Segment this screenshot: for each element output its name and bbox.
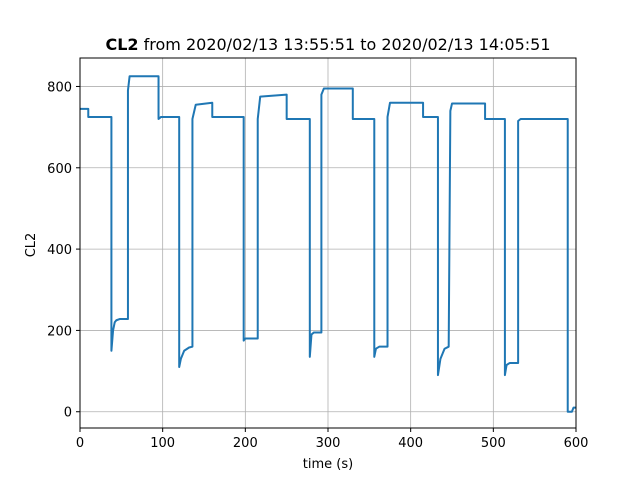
x-tick-label: 200 xyxy=(233,436,258,451)
chart-title: CL2 from 2020/02/13 13:55:51 to 2020/02/… xyxy=(105,35,550,54)
y-ticks: 0 200 400 600 800 xyxy=(47,80,80,421)
chart-title-bold: CL2 xyxy=(105,35,138,54)
y-tick-label: 400 xyxy=(47,243,72,258)
x-ticks: 0 100 200 300 400 500 600 xyxy=(76,428,589,451)
x-tick-label: 100 xyxy=(150,436,175,451)
series-line xyxy=(80,75,576,413)
x-tick-label: 0 xyxy=(76,436,84,451)
x-tick-label: 400 xyxy=(398,436,423,451)
y-tick-label: 600 xyxy=(47,162,72,177)
x-axis-label: time (s) xyxy=(303,457,353,472)
x-tick-label: 300 xyxy=(316,436,341,451)
y-axis-label: CL2 xyxy=(24,233,39,258)
y-tick-label: 0 xyxy=(64,406,72,421)
y-tick-label: 800 xyxy=(47,80,72,95)
y-tick-label: 200 xyxy=(47,324,72,339)
x-tick-label: 600 xyxy=(564,436,589,451)
chart-title-rest: from 2020/02/13 13:55:51 to 2020/02/13 1… xyxy=(139,35,551,54)
x-tick-label: 500 xyxy=(481,436,506,451)
grid-lines xyxy=(79,58,577,428)
